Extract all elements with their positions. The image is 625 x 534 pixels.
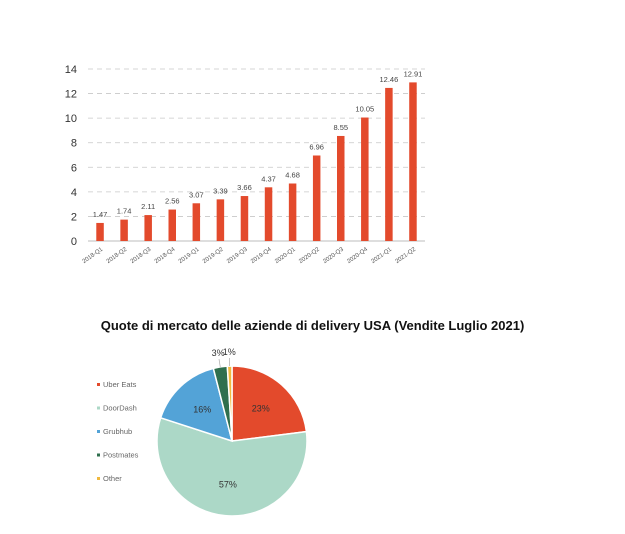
bar-data-label: 8.55: [333, 123, 348, 132]
x-tick-label: 2020-Q2: [298, 246, 321, 265]
bar-data-label: 2.11: [141, 202, 155, 211]
pie-slice-postmates: [212, 365, 233, 442]
x-tick-label: 2020-Q4: [346, 246, 369, 265]
bar: [240, 196, 249, 241]
legend-label: Uber Eats: [103, 380, 137, 389]
pie-slice-other: [226, 365, 233, 442]
legend-swatch: [97, 430, 100, 433]
bar-data-label: 4.68: [285, 171, 300, 180]
y-tick-label: 12: [65, 89, 77, 101]
leader-line: [218, 358, 221, 367]
bar: [96, 222, 104, 241]
y-tick-label: 4: [71, 187, 77, 199]
legend-swatch: [97, 453, 100, 457]
pie-slice-label: 1%: [223, 347, 236, 357]
legend-label: DoorDash: [103, 404, 137, 413]
y-tick-label: 14: [65, 64, 77, 76]
bar: [120, 219, 128, 241]
pie-slice-uber-eats: [231, 365, 308, 442]
legend-label: Other: [103, 474, 122, 483]
bar-data-label: 1.47: [93, 210, 108, 219]
bar-data-label: 3.66: [237, 183, 252, 192]
bar: [216, 199, 225, 241]
bar: [312, 155, 321, 241]
pie-chart-title: Quote di mercato delle aziende di delive…: [100, 318, 525, 333]
x-tick-label: 2018-Q1: [82, 246, 105, 265]
x-tick-label: 2019-Q4: [250, 246, 273, 265]
legend-label: Grubhub: [103, 427, 132, 436]
x-tick-label: 2019-Q1: [178, 246, 201, 265]
x-tick-label: 2018-Q3: [130, 246, 153, 265]
bar: [385, 87, 393, 241]
bar-data-label: 6.96: [309, 142, 324, 151]
bar-data-label: 3.07: [189, 190, 204, 199]
x-tick-label: 2018-Q4: [154, 246, 177, 265]
bar: [409, 82, 417, 242]
bar: [288, 183, 297, 241]
y-tick-label: 10: [65, 113, 77, 125]
x-tick-label: 2019-Q2: [202, 246, 225, 265]
legend-swatch: [97, 383, 100, 386]
pie-slice-label: 16%: [193, 404, 211, 414]
bar: [361, 117, 369, 241]
bar: [192, 203, 201, 241]
pie-slice-label: 57%: [219, 479, 237, 489]
pie-slice-grubhub: [159, 367, 234, 443]
y-tick-label: 2: [71, 211, 77, 223]
x-tick-label: 2021-Q2: [395, 246, 418, 265]
bar: [168, 209, 176, 241]
bar-data-label: 10.05: [355, 105, 374, 114]
bar-data-label: 12.91: [404, 69, 423, 78]
x-tick-label: 2019-Q3: [226, 246, 249, 265]
legend-label: Postmates: [103, 451, 139, 460]
legend-swatch: [97, 406, 100, 410]
legend-swatch: [97, 477, 100, 480]
bar-data-label: 4.37: [261, 174, 276, 183]
x-tick-label: 2020-Q1: [274, 246, 297, 265]
bar: [337, 135, 345, 241]
bar: [264, 187, 273, 241]
y-tick-label: 8: [71, 138, 77, 150]
bar-data-label: 12.46: [380, 75, 399, 84]
pie-slice-label: 23%: [252, 403, 270, 413]
x-tick-label: 2020-Q3: [322, 246, 345, 265]
pie-slice-doordash: [156, 416, 308, 517]
bar: [144, 215, 152, 241]
y-tick-label: 6: [71, 162, 77, 174]
x-tick-label: 2018-Q2: [106, 246, 129, 265]
y-tick-label: 0: [71, 236, 77, 248]
x-tick-label: 2021-Q1: [370, 246, 393, 265]
bar-data-label: 2.56: [165, 197, 180, 206]
bar-data-label: 3.39: [213, 186, 228, 195]
bar-data-label: 1.74: [117, 207, 132, 216]
bar-chart: 0 2 4 6 8 10 12 14 1.47 2018-Q1 1.74 2018-Q2 2.11 201…: [65, 64, 425, 265]
pie-slice-label: 3%: [212, 348, 225, 358]
